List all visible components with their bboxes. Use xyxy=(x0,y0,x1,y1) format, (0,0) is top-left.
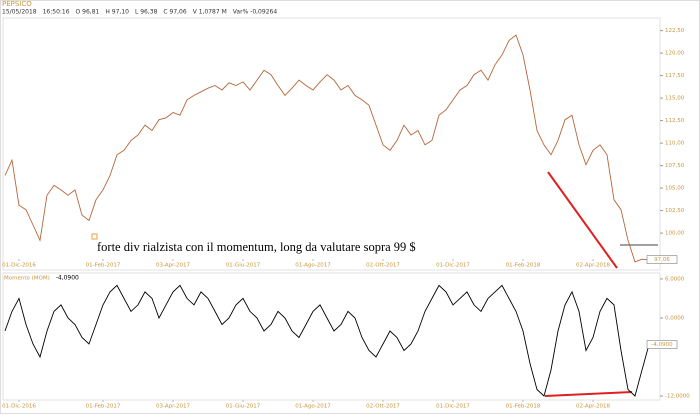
x-tick-label: 01-Feb-2017 xyxy=(86,263,121,269)
annotation-marker xyxy=(91,233,98,240)
x-tick-label: 01-Giu-2017 xyxy=(226,404,261,410)
annotation: forte div rialzista con il momentum, lon… xyxy=(97,240,416,254)
panel-value: -4,0900 xyxy=(56,275,79,282)
x-tick-label: 01-Ago-2017 xyxy=(295,404,331,410)
trend-line xyxy=(544,391,633,397)
info-bar: 15/05/2018 16:50:16 O 96,81 H 97,10 L 96,38 C… xyxy=(2,9,277,16)
symbol: PEPSICO xyxy=(2,0,32,8)
x-tick-label: 01-Feb-2017 xyxy=(86,404,121,410)
price-panel xyxy=(2,17,661,271)
x-tick-label: 02-Apr-2018 xyxy=(576,404,611,410)
x-tick-label: 01-Dic-2016 xyxy=(2,263,36,269)
info-field: H 97,10 xyxy=(105,9,129,16)
y-tick-label: 112,50 xyxy=(665,118,685,124)
x-tick-label: 02-Ott-2017 xyxy=(366,263,400,269)
x-tick-label: 02-Ott-2017 xyxy=(366,404,400,410)
series-line xyxy=(4,284,650,397)
y-tick-label: 102,50 xyxy=(665,208,685,214)
x-tick-label: 01-Ago-2017 xyxy=(295,263,331,269)
trend-line xyxy=(547,171,618,269)
x-tick-label: 03-Apr-2017 xyxy=(156,404,191,410)
y-tick-label: 117,50 xyxy=(665,73,685,79)
y-tick-label: 100,00 xyxy=(665,231,685,237)
last-value-box xyxy=(646,255,678,264)
y-tick-label: 120,00 xyxy=(665,51,685,57)
y-tick-label: 107,50 xyxy=(665,163,685,169)
x-tick-label: 01-Feb-2018 xyxy=(506,263,541,269)
x-tick-label: 01-Dic-2016 xyxy=(2,404,36,410)
x-tick-label: 03-Apr-2017 xyxy=(156,263,191,269)
y-tick-label: 105,00 xyxy=(665,186,685,192)
x-tick-label: 01-Dic-2017 xyxy=(436,404,470,410)
x-tick-label: 01-Dic-2017 xyxy=(436,263,470,269)
last-value-label: 97,06 xyxy=(654,257,670,263)
last-value-box xyxy=(646,340,678,349)
y-tick-label: 115,00 xyxy=(665,96,685,102)
info-field: Var% -0,09264 xyxy=(233,9,278,16)
y-tick-label: 6,0000 xyxy=(665,276,685,282)
x-tick-label: 01-Feb-2018 xyxy=(506,404,541,410)
momentum-panel xyxy=(2,272,661,401)
info-field: 15/05/2018 xyxy=(2,9,37,16)
y-tick-label: -12,0000 xyxy=(665,394,690,400)
panel-title: Momento (MOM) xyxy=(4,276,50,282)
y-tick-label: 110,00 xyxy=(665,141,685,147)
x-tick-label: 01-Giu-2017 xyxy=(226,263,261,269)
info-field: L 96,38 xyxy=(135,9,158,16)
last-value-label: -4,0900 xyxy=(651,342,673,348)
info-field: 16:50:16 xyxy=(43,9,70,16)
info-field: O 96,81 xyxy=(76,9,100,16)
series-line xyxy=(4,34,650,263)
info-field: V 1,0787 M xyxy=(193,9,227,16)
y-tick-label: 0,0000 xyxy=(665,315,685,321)
y-tick-label: 122,50 xyxy=(665,28,685,34)
info-field: C 97,06 xyxy=(163,9,186,16)
x-tick-label: 02-Apr-2018 xyxy=(576,263,611,269)
